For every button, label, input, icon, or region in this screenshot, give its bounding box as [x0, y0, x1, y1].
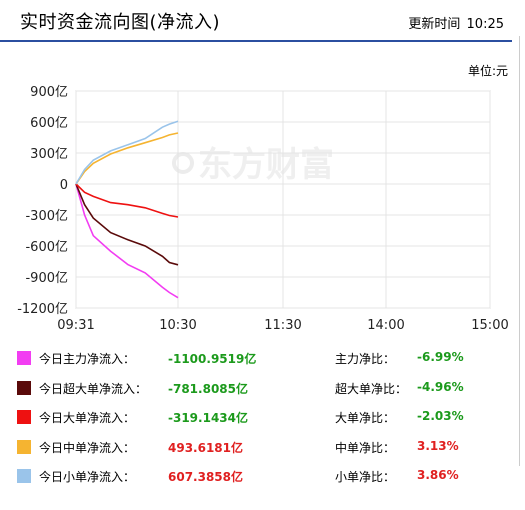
- legend-row: 今日大单净流入： -319.1434亿 大单净比： -2.03%: [17, 409, 497, 439]
- ratio-value: -2.03%: [417, 409, 464, 423]
- y-tick-label: -1200亿: [17, 302, 68, 317]
- series-line: [75, 120, 179, 185]
- legend-value: -781.8085亿: [168, 381, 248, 396]
- legend: 今日主力净流入： -1100.9519亿 主力净比： -6.99% 今日超大单净流入： -…: [17, 350, 497, 498]
- page-title: 实时资金流向图(净流入): [20, 12, 221, 33]
- chart-header: 实时资金流向图(净流入) 更新时间 10:25: [0, 0, 512, 42]
- y-tick-label: 300亿: [30, 147, 68, 162]
- series-line: [75, 132, 179, 185]
- update-time: 更新时间 10:25: [406, 13, 504, 32]
- ratio-label: 中单净比：: [335, 440, 396, 455]
- legend-swatch: [17, 380, 31, 395]
- y-tick-label: -600亿: [25, 240, 68, 255]
- x-tick-label: 15:00: [471, 318, 508, 333]
- ratio-value: -6.99%: [417, 350, 464, 364]
- ratio-value: 3.86%: [417, 468, 459, 482]
- y-tick-label: 600亿: [30, 116, 68, 131]
- legend-label: 今日中单净流入：: [39, 440, 136, 455]
- legend-label: 今日超大单净流入：: [39, 381, 148, 396]
- watermark: 东方财富: [172, 145, 334, 185]
- series-line: [75, 183, 179, 266]
- legend-value: 493.6181亿: [168, 440, 244, 455]
- x-tick-label: 10:30: [159, 318, 196, 333]
- ratio-label: 小单净比：: [335, 470, 396, 484]
- panel-edge: [519, 36, 520, 466]
- legend-row: 今日小单净流入： 607.3858亿 小单净比： 3.86%: [17, 468, 497, 498]
- x-tick-label: 09:31: [57, 318, 94, 333]
- legend-value: 607.3858亿: [168, 470, 244, 484]
- ratio-label: 主力净比：: [335, 352, 396, 366]
- ratio-label: 大单净比：: [335, 411, 396, 425]
- legend-swatch: [17, 410, 31, 424]
- series-line: [75, 183, 179, 218]
- ratio-value: -4.96%: [417, 379, 464, 394]
- fund-flow-chart: 东方财富 900亿600亿300亿0-300亿-600亿-900亿-1200亿 …: [17, 85, 509, 333]
- y-tick-label: -900亿: [25, 271, 68, 286]
- unit-label: 单位:元: [467, 64, 508, 78]
- y-tick-label: -300亿: [25, 209, 68, 224]
- x-tick-label: 14:00: [367, 318, 404, 333]
- watermark-logo-icon: [172, 152, 194, 174]
- legend-swatch: [17, 351, 31, 365]
- x-tick-label: 11:30: [264, 318, 301, 333]
- legend-row: 今日主力净流入： -1100.9519亿 主力净比： -6.99%: [17, 350, 497, 380]
- legend-value: -1100.9519亿: [168, 352, 257, 366]
- legend-label: 今日大单净流入：: [39, 411, 136, 425]
- watermark-text: 东方财富: [198, 145, 334, 185]
- update-time-label: 更新时间: [408, 17, 461, 32]
- legend-swatch: [17, 469, 31, 483]
- legend-value: -319.1434亿: [168, 411, 248, 425]
- y-tick-label: 0: [60, 178, 68, 193]
- legend-row: 今日中单净流入： 493.6181亿 中单净比： 3.13%: [17, 439, 497, 469]
- series-line: [75, 183, 179, 299]
- legend-label: 今日小单净流入：: [39, 470, 136, 484]
- ratio-value: 3.13%: [417, 438, 459, 453]
- legend-row: 今日超大单净流入： -781.8085亿 超大单净比： -4.96%: [17, 380, 497, 410]
- update-time-value: 10:25: [466, 17, 504, 32]
- y-tick-label: 900亿: [30, 85, 68, 100]
- legend-label: 今日主力净流入：: [39, 352, 136, 366]
- ratio-label: 超大单净比：: [335, 381, 408, 396]
- legend-swatch: [17, 439, 31, 454]
